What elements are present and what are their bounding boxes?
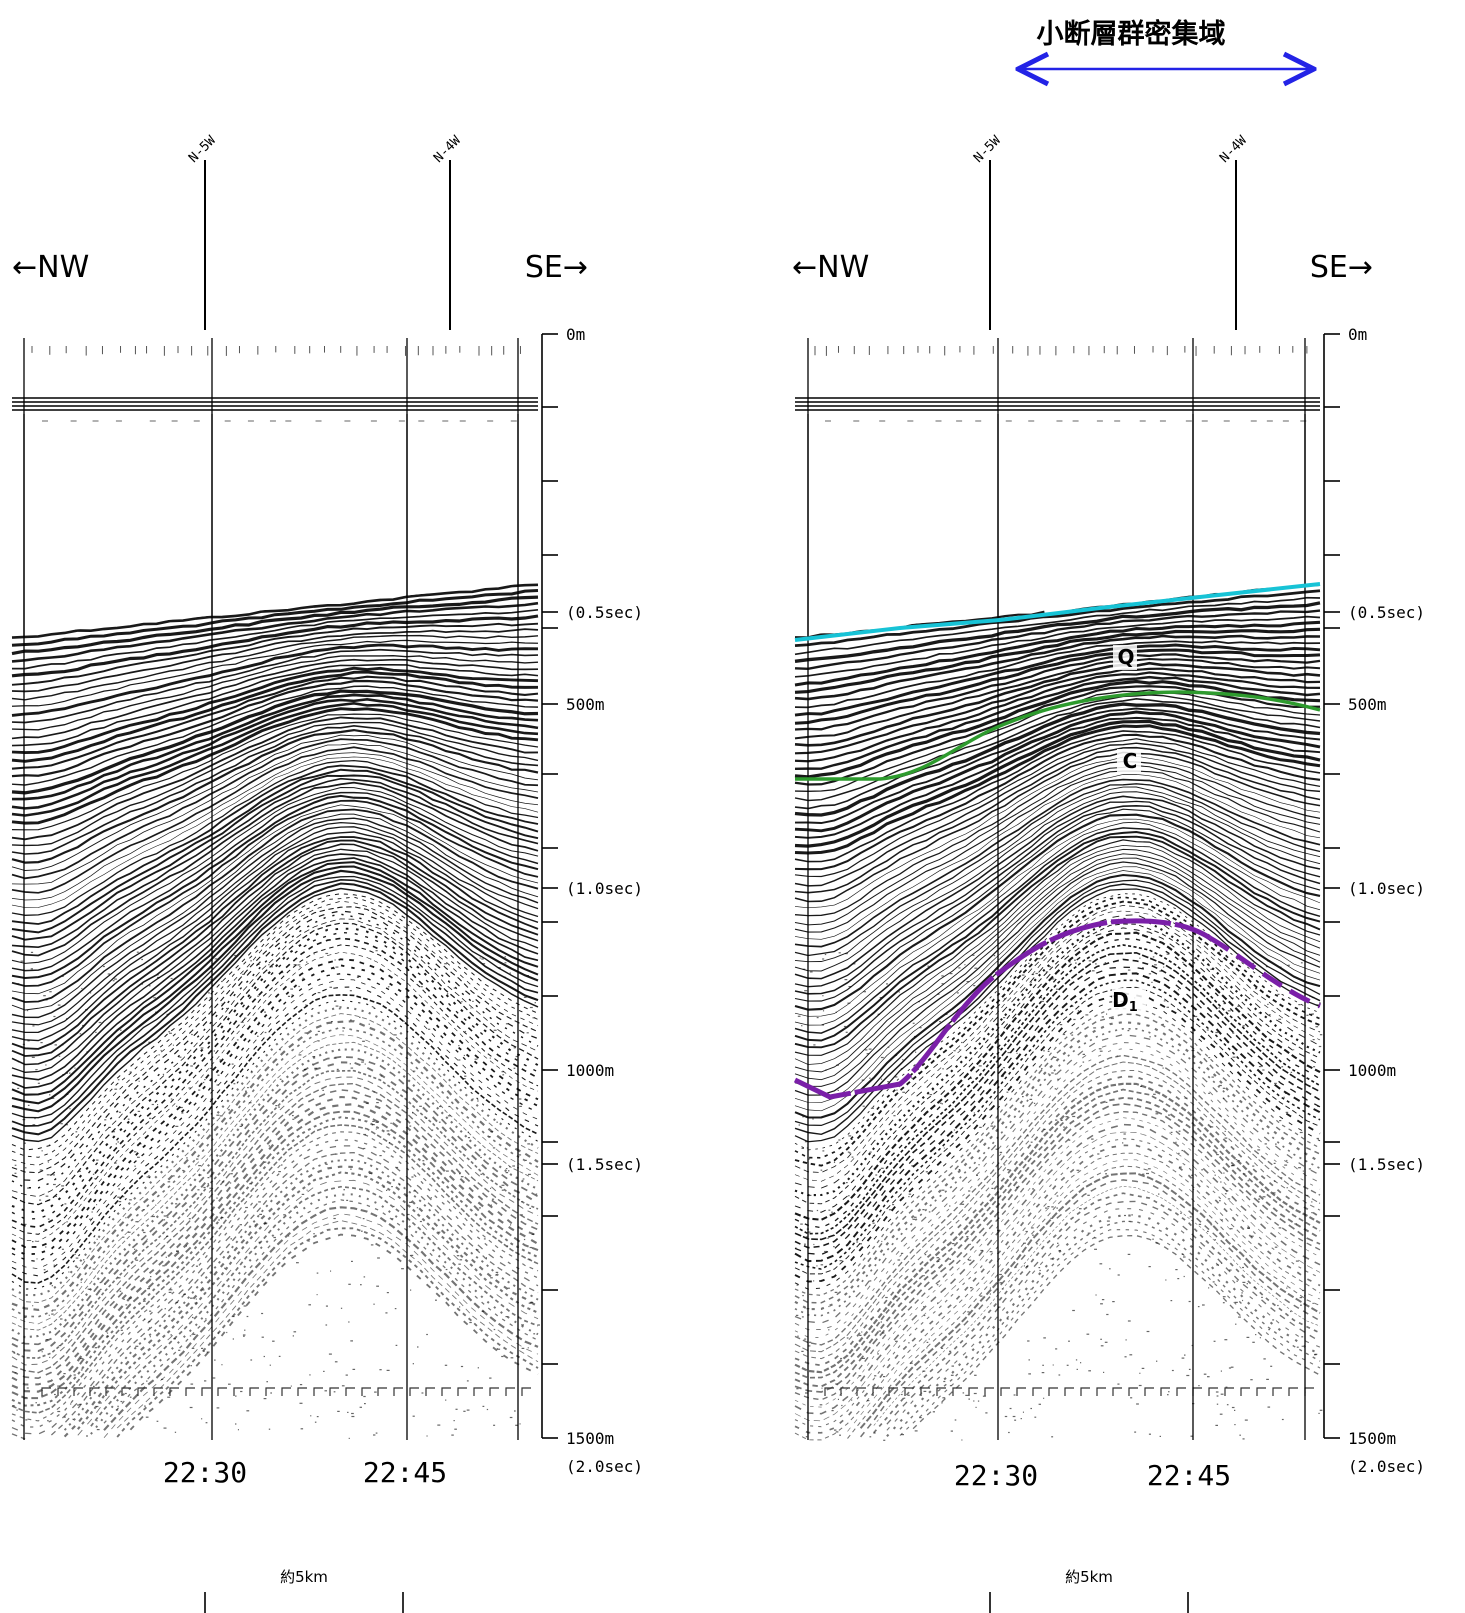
- reflection-record: [794, 583, 1323, 1441]
- depth-axis-label: (2.0sec): [1348, 1457, 1425, 1476]
- timing-comb: [824, 1387, 1314, 1396]
- station-marker-label: N-4W: [1217, 133, 1250, 166]
- depth-axis-label: 1500m: [566, 1429, 614, 1448]
- station-marker-label: N-5W: [186, 133, 219, 166]
- water-column: [795, 414, 1320, 636]
- depth-axis-label: (1.5sec): [566, 1155, 643, 1174]
- direction-nw-label: ←NW: [792, 250, 869, 285]
- depth-axis-label: (1.0sec): [1348, 879, 1425, 898]
- fault-zone-label: 小断層群密集域: [1037, 18, 1226, 50]
- scale-bar: 約5km: [989, 1568, 1189, 1613]
- depth-axis-label: 500m: [1348, 695, 1387, 714]
- time-label: 22:30: [163, 1456, 247, 1489]
- depth-axis-label: 500m: [566, 695, 605, 714]
- seismic-panel-right: N-5W N-4W ←NW SE→ 0m (0.5sec) 500m (1.0sec) 1000…: [792, 133, 1425, 1613]
- depth-axis: 0m (0.5sec) 500m (1.0sec) 1000m (1.5sec) 1500m…: [1323, 325, 1425, 1476]
- station-marker-label: N-4W: [431, 133, 464, 166]
- direction-nw-label: ←NW: [12, 250, 89, 285]
- water-column: [12, 414, 538, 636]
- depth-axis-label: (0.5sec): [566, 603, 643, 622]
- reflection-record: [11, 583, 540, 1440]
- Q-top-horizon: [794, 582, 1321, 642]
- fault-zone-annotation: 小断層群密集域: [1018, 18, 1314, 69]
- depth-axis-label: 0m: [566, 325, 585, 344]
- depth-axis-label: (2.0sec): [566, 1457, 643, 1476]
- unit-label-q: Q: [1117, 645, 1134, 669]
- scale-bar: 約5km: [204, 1568, 404, 1613]
- time-label: 22:45: [1147, 1459, 1231, 1492]
- scale-bar-label: 約5km: [1065, 1568, 1113, 1586]
- sea-surface-line: [12, 346, 538, 422]
- time-label: 22:30: [954, 1459, 1038, 1492]
- depth-axis-label: 1000m: [1348, 1061, 1396, 1080]
- direction-se-label: SE→: [525, 250, 588, 285]
- depth-axis-label: (1.5sec): [1348, 1155, 1425, 1174]
- station-marker-label: N-5W: [971, 133, 1004, 166]
- timing-comb: [41, 1387, 531, 1396]
- scale-bar-label: 約5km: [280, 1568, 328, 1586]
- D1-top-horizon-inferred: [1208, 935, 1321, 1009]
- D1-top-horizon: [793, 918, 1212, 1100]
- C-top-horizon: [795, 690, 1321, 781]
- sea-surface-line: [795, 346, 1320, 422]
- seismic-panel-left: N-5W N-4W ←NW SE→ 0m (0.5sec) 500m (1.0sec) 1000…: [11, 133, 643, 1613]
- unit-label-c: C: [1123, 749, 1138, 773]
- direction-se-label: SE→: [1310, 250, 1373, 285]
- time-label: 22:45: [363, 1456, 447, 1489]
- depth-axis-label: 1000m: [566, 1061, 614, 1080]
- depth-axis-label: (1.0sec): [566, 879, 643, 898]
- depth-axis: 0m (0.5sec) 500m (1.0sec) 1000m (1.5sec) 1500m…: [541, 325, 643, 1476]
- depth-axis-label: (0.5sec): [1348, 603, 1425, 622]
- depth-axis-label: 0m: [1348, 325, 1367, 344]
- depth-axis-label: 1500m: [1348, 1429, 1396, 1448]
